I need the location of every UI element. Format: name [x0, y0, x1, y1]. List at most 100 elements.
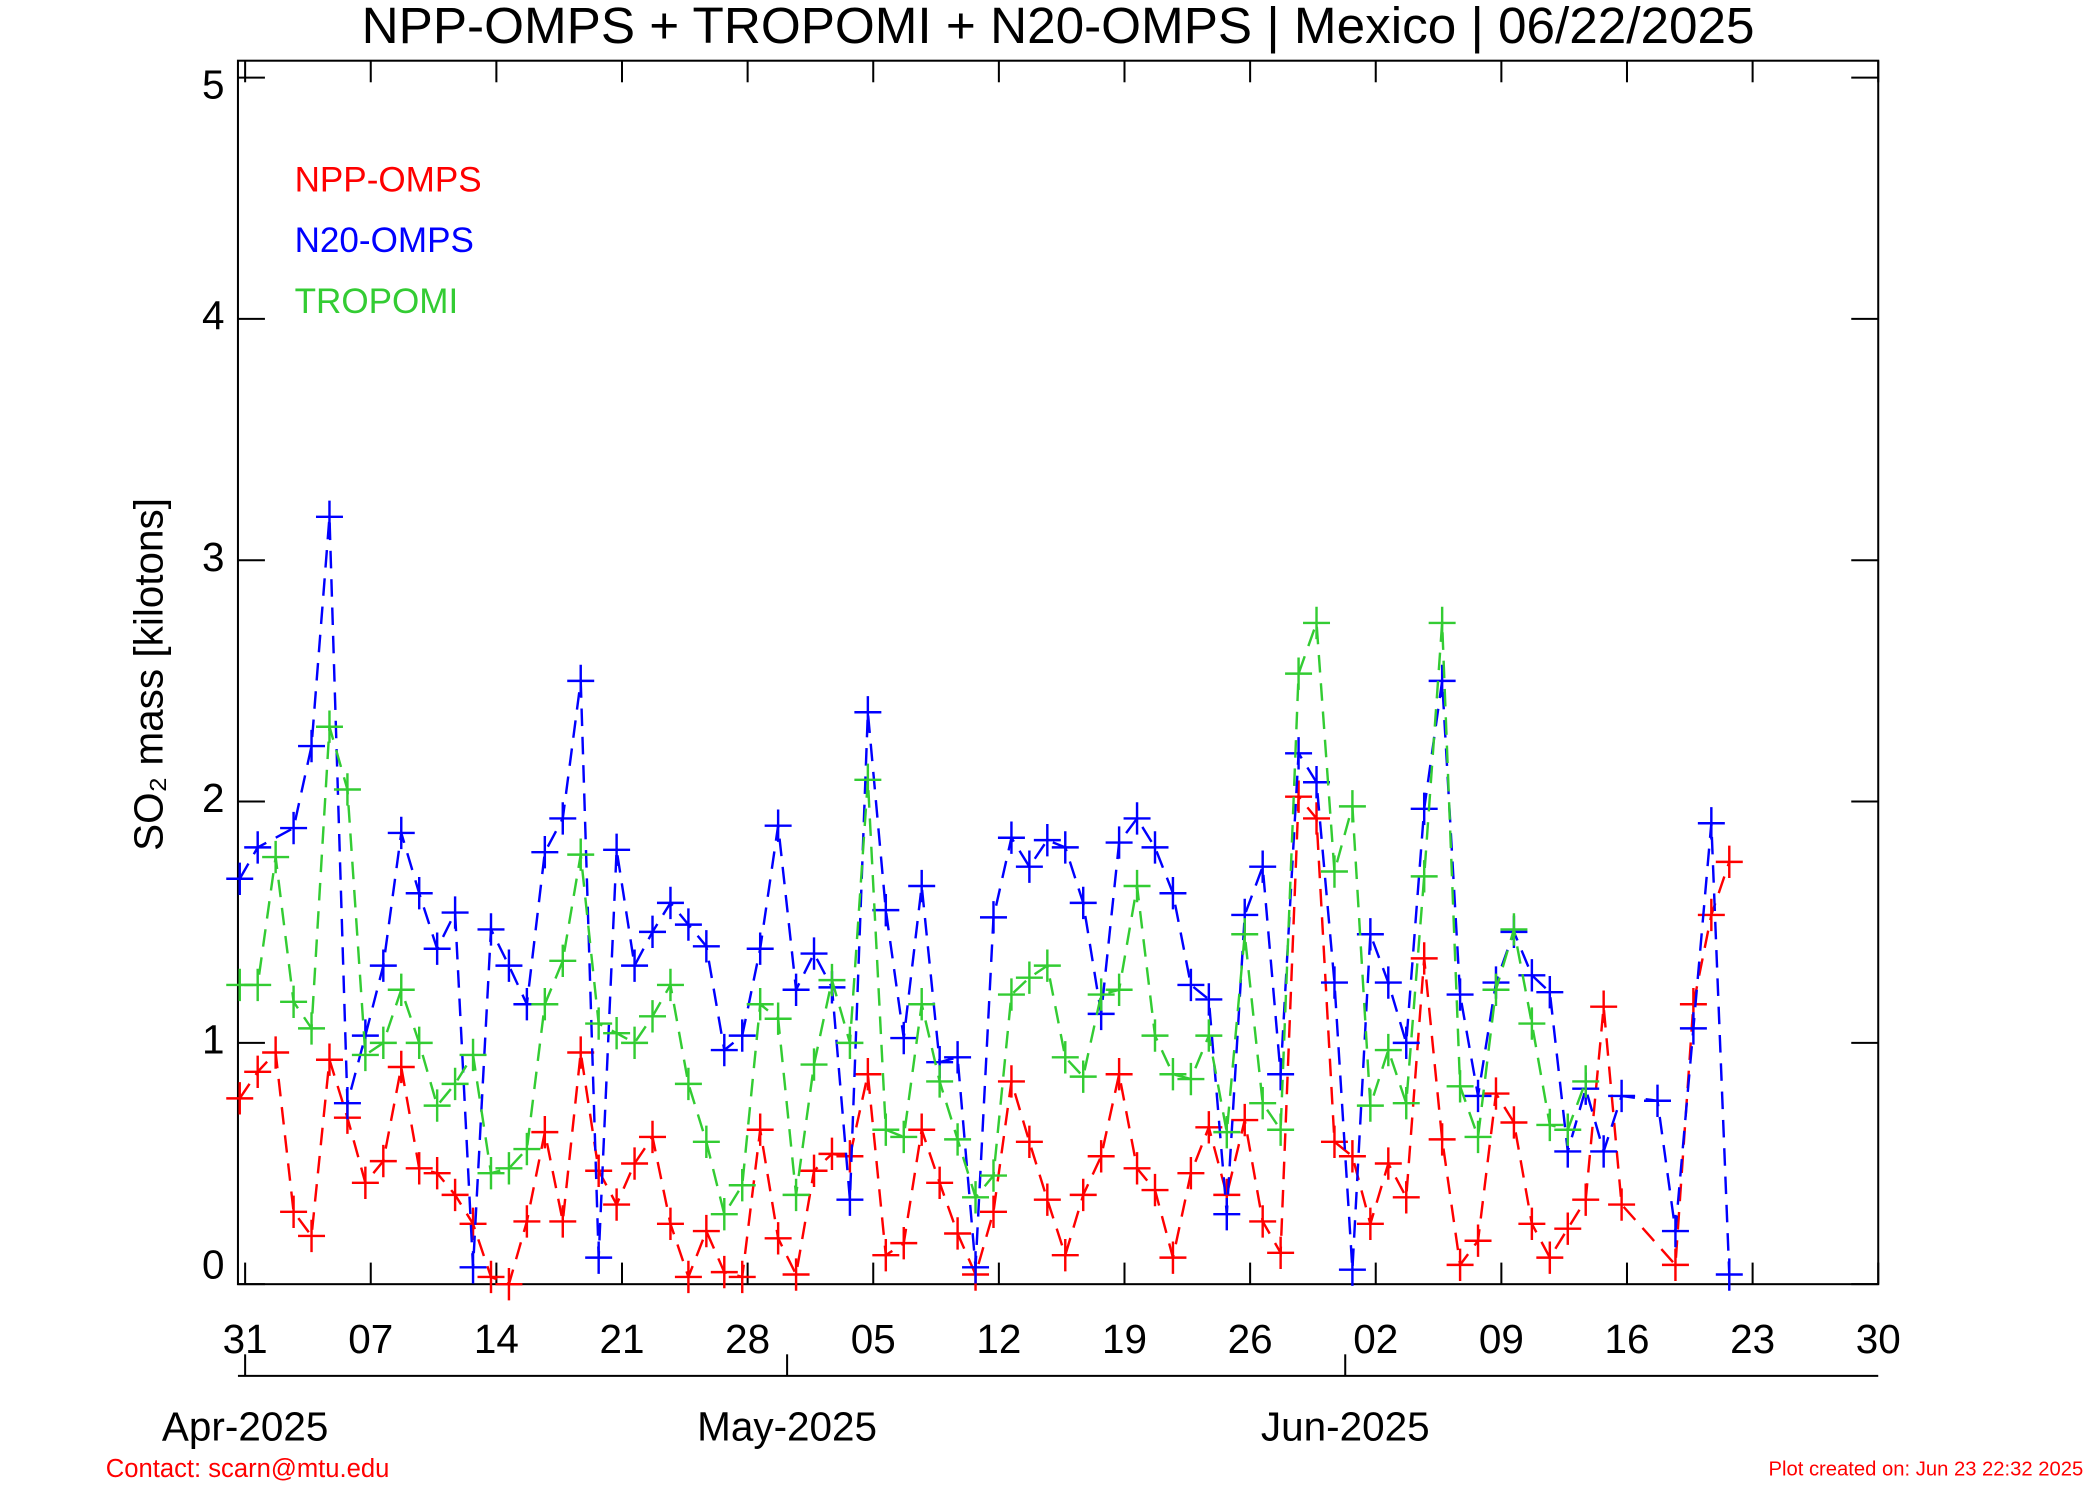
point-marker: [1267, 1236, 1295, 1269]
month-label: Jun-2025: [1261, 1404, 1430, 1450]
point-marker: [531, 988, 559, 1021]
point-marker: [764, 1002, 792, 1035]
x-tick-label: 14: [474, 1316, 519, 1362]
x-tick-label: 28: [725, 1316, 770, 1362]
point-marker: [1285, 657, 1313, 690]
point-marker: [315, 710, 343, 743]
point-marker: [567, 1036, 595, 1069]
x-tick-label: 07: [348, 1316, 393, 1362]
point-marker: [1446, 1248, 1474, 1282]
point-marker: [1338, 1140, 1366, 1173]
point-marker: [1033, 823, 1061, 857]
point-marker: [1069, 1060, 1097, 1093]
point-marker: [1679, 1012, 1707, 1045]
point-marker: [1356, 918, 1384, 951]
point-marker: [387, 973, 415, 1006]
point-marker: [1195, 1019, 1223, 1052]
point-marker: [1105, 826, 1133, 859]
point-marker: [585, 1007, 613, 1040]
point-marker: [621, 1026, 649, 1060]
point-marker: [405, 1026, 433, 1060]
point-marker: [226, 1082, 254, 1115]
point-marker: [1392, 1026, 1420, 1060]
point-marker: [1320, 966, 1348, 999]
point-marker: [1356, 1089, 1384, 1122]
point-marker: [423, 932, 451, 965]
point-marker: [298, 1012, 326, 1045]
point-marker: [262, 1036, 290, 1069]
point-marker: [746, 932, 774, 965]
point-marker: [405, 1152, 433, 1185]
point-marker: [1159, 877, 1187, 910]
point-marker: [387, 1050, 415, 1084]
point-marker: [441, 1067, 469, 1101]
point-marker: [1410, 792, 1438, 825]
point-marker: [1141, 1019, 1169, 1052]
point-marker: [1033, 1183, 1061, 1216]
point-marker: [298, 729, 326, 763]
point-marker: [818, 963, 846, 997]
point-marker: [459, 1038, 487, 1072]
series-line: [239, 622, 1587, 1218]
point-marker: [1464, 1120, 1492, 1154]
point-marker: [1123, 802, 1151, 835]
point-marker: [1374, 966, 1402, 999]
point-marker: [1015, 1125, 1043, 1158]
y-tick-label: 4: [202, 293, 225, 339]
point-marker: [872, 1239, 900, 1272]
point-marker: [1231, 1103, 1259, 1137]
point-marker: [531, 836, 559, 869]
point-marker: [1554, 1212, 1582, 1245]
point-marker: [1087, 978, 1115, 1011]
point-marker: [441, 1178, 469, 1212]
point-marker: [1141, 831, 1169, 864]
point-marker: [1590, 1135, 1618, 1168]
created-note: Plot created on: Jun 23 22:32 2025: [1769, 1459, 2084, 1481]
point-marker: [1159, 1241, 1187, 1274]
point-marker: [567, 664, 595, 698]
point-marker: [1392, 1086, 1420, 1120]
point-marker: [997, 978, 1025, 1011]
point-marker: [818, 1137, 846, 1171]
point-marker: [710, 1198, 738, 1231]
point-marker: [1500, 913, 1528, 946]
x-tick-label: 26: [1228, 1316, 1273, 1362]
point-marker: [1141, 1173, 1169, 1207]
point-marker: [549, 1205, 577, 1238]
legend-entry: TROPOMI: [295, 282, 459, 321]
x-tick-label: 30: [1856, 1316, 1901, 1362]
point-marker: [800, 1154, 828, 1187]
point-marker: [1661, 1248, 1689, 1282]
series-line: [238, 793, 1731, 1286]
point-marker: [333, 773, 361, 806]
point-marker: [1590, 990, 1618, 1023]
point-marker: [656, 886, 684, 920]
point-marker: [459, 1251, 487, 1284]
x-tick-label: 21: [599, 1316, 644, 1362]
point-marker: [333, 1086, 361, 1120]
point-marker: [441, 896, 469, 929]
point-marker: [369, 949, 397, 982]
point-marker: [944, 1217, 972, 1250]
point-marker: [549, 802, 577, 835]
point-marker: [854, 696, 882, 729]
point-marker: [944, 1123, 972, 1156]
point-marker: [692, 1214, 720, 1248]
point-marker: [710, 1255, 738, 1289]
point-marker: [351, 1038, 379, 1072]
point-marker: [1249, 1205, 1277, 1238]
point-marker: [1356, 1207, 1384, 1241]
point-marker: [1464, 1224, 1492, 1257]
point-marker: [997, 821, 1025, 854]
series-line: [238, 516, 1731, 1275]
point-marker: [1374, 1033, 1402, 1067]
point-marker: [315, 500, 343, 533]
point-marker: [800, 937, 828, 970]
point-marker: [639, 1000, 666, 1033]
x-tick-label: 23: [1730, 1316, 1775, 1362]
point-marker: [639, 1120, 666, 1154]
point-marker: [1644, 1084, 1671, 1117]
point-marker: [1428, 664, 1456, 698]
point-marker: [1518, 1007, 1546, 1040]
point-marker: [1374, 1147, 1402, 1180]
